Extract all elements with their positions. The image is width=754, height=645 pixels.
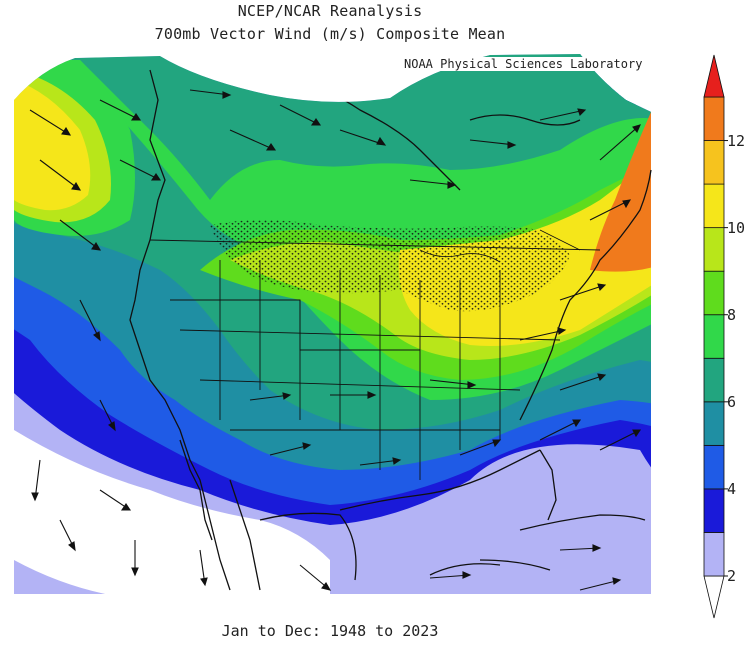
colorbar-tick-label: 2: [727, 567, 737, 585]
coastlines: [129, 69, 652, 591]
wind-vectors: [29, 89, 642, 591]
significance-stippling: [210, 220, 570, 312]
colorbar-tick-label: 12: [727, 131, 746, 150]
colorbar-tick-label: 4: [727, 479, 737, 498]
date-range-label: Jan to Dec: 1948 to 2023: [221, 622, 439, 640]
wind-vector-arrow: [29, 109, 72, 136]
credit-label: NOAA Physical Sciences Laboratory: [402, 57, 645, 71]
chart-subtitle: 700mb Vector Wind (m/s) Composite Mean: [154, 25, 506, 43]
state-borders: [149, 229, 601, 480]
colorbar-tick-label: 8: [727, 305, 737, 324]
colorbar-tick-label: 6: [727, 392, 737, 411]
colorbar-tick-label: 10: [727, 218, 746, 237]
chart-title: NCEP/NCAR Reanalysis: [237, 2, 423, 20]
